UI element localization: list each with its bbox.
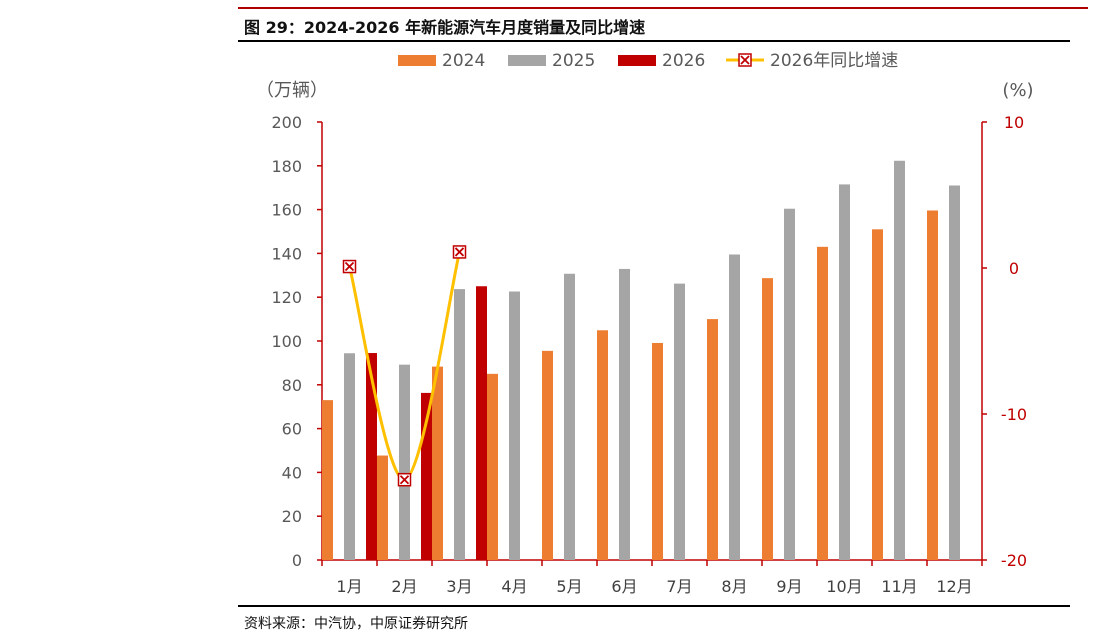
x-tick-label: 12月 bbox=[936, 577, 972, 596]
x-tick-label: 10月 bbox=[826, 577, 862, 596]
growth-line bbox=[342, 245, 467, 487]
x-tick-label: 2月 bbox=[391, 577, 417, 596]
x-tick-label: 1月 bbox=[336, 577, 362, 596]
y-right-tick-label: 10 bbox=[1004, 113, 1024, 132]
legend-marker-cross bbox=[740, 55, 750, 65]
legend-swatch bbox=[618, 55, 656, 66]
source-note: 资料来源：中汽协，中原证券研究所 bbox=[244, 616, 468, 632]
bar-2025 bbox=[564, 273, 575, 560]
bar-2025 bbox=[839, 184, 850, 561]
bar-2024 bbox=[432, 366, 443, 560]
y-left-tick-label: 80 bbox=[282, 376, 302, 395]
bar-2025 bbox=[344, 353, 355, 560]
legend-label: 2026年同比增速 bbox=[770, 51, 898, 71]
legend-item-2025: 2025 bbox=[508, 51, 595, 71]
bar-2025 bbox=[619, 268, 630, 560]
y-left-tick-label: 20 bbox=[282, 507, 302, 526]
y-left-axis: 0 20 40 60 80 100 120 140 160 180 200 bbox=[271, 113, 323, 570]
x-axis: 1月 2月 3月 4月 5月 6月 7月 8月 9月 10月 11月 12月 bbox=[321, 559, 983, 596]
bar-2024 bbox=[927, 210, 938, 560]
y-left-tick-label: 140 bbox=[271, 244, 302, 263]
x-tick-label: 5月 bbox=[556, 577, 582, 596]
legend-label: 2024 bbox=[442, 51, 485, 71]
bar-2026 bbox=[476, 286, 487, 560]
x-tick-label: 8月 bbox=[721, 577, 747, 596]
bar-2024 bbox=[652, 342, 663, 560]
y-right-tick-label: -10 bbox=[1001, 405, 1027, 424]
bar-2024 bbox=[377, 455, 388, 560]
title-rule bbox=[238, 40, 1070, 42]
y-left-tick-label: 160 bbox=[271, 201, 302, 220]
y-left-axis-label: （万辆） bbox=[256, 80, 328, 101]
bar-2024 bbox=[762, 278, 773, 560]
x-tick-label: 4月 bbox=[501, 577, 527, 596]
figure-title: 图 29：2024-2026 年新能源汽车月度销量及同比增速 bbox=[244, 18, 646, 37]
bar-2024 bbox=[542, 350, 553, 560]
growth-marker bbox=[342, 259, 357, 274]
x-tick-label: 9月 bbox=[776, 577, 802, 596]
growth-marker-cross bbox=[399, 475, 410, 485]
legend-swatch bbox=[398, 55, 436, 66]
y-right-tick-label: -20 bbox=[1001, 551, 1027, 570]
bar-2025 bbox=[674, 283, 685, 560]
growth-marker bbox=[397, 472, 412, 487]
x-tick-label: 6月 bbox=[611, 577, 637, 596]
y-left-tick-label: 60 bbox=[282, 420, 302, 439]
legend-label: 2026 bbox=[662, 51, 705, 71]
chart: 2024 2025 2026 2026年同比增速 （万辆） (%) 0 20 40 60 80… bbox=[256, 51, 1034, 596]
growth-marker bbox=[452, 245, 467, 259]
bar-2025 bbox=[894, 160, 905, 560]
x-tick-label: 3月 bbox=[446, 577, 472, 596]
y-right-axis: -20 -10 0 10 bbox=[981, 113, 1027, 570]
legend-item-2026: 2026 bbox=[618, 51, 705, 71]
growth-marker-cross bbox=[454, 247, 465, 257]
y-left-tick-label: 180 bbox=[271, 157, 302, 176]
legend-label: 2025 bbox=[552, 51, 595, 71]
bar-2024 bbox=[597, 330, 608, 560]
bottom-rule bbox=[238, 605, 1070, 607]
legend: 2024 2025 2026 2026年同比增速 bbox=[398, 51, 898, 71]
bar-2025 bbox=[729, 254, 740, 560]
bars bbox=[322, 160, 960, 561]
bar-2026 bbox=[421, 392, 432, 560]
bar-2024 bbox=[872, 229, 883, 560]
y-left-tick-label: 40 bbox=[282, 463, 302, 482]
x-tick-label: 7月 bbox=[666, 577, 692, 596]
bar-2025 bbox=[784, 208, 795, 560]
bar-2024 bbox=[487, 373, 498, 560]
y-right-tick-label: 0 bbox=[1009, 259, 1019, 278]
bar-2025 bbox=[454, 289, 465, 560]
bar-2024 bbox=[707, 319, 718, 560]
x-tick-label: 11月 bbox=[881, 577, 917, 596]
bar-2025 bbox=[399, 364, 410, 560]
y-left-tick-label: 100 bbox=[271, 332, 302, 351]
bar-2025 bbox=[509, 291, 520, 560]
y-left-tick-label: 0 bbox=[292, 551, 302, 570]
legend-item-2024: 2024 bbox=[398, 51, 485, 71]
y-right-axis-label: (%) bbox=[1002, 80, 1033, 101]
bar-2024 bbox=[322, 400, 333, 560]
top-rule bbox=[238, 7, 1088, 9]
bar-2025 bbox=[949, 185, 960, 560]
legend-swatch bbox=[508, 55, 546, 66]
y-left-tick-label: 200 bbox=[271, 113, 302, 132]
bar-2026 bbox=[366, 353, 377, 560]
legend-item-2026年同比增速: 2026年同比增速 bbox=[726, 51, 898, 71]
growth-marker-cross bbox=[344, 261, 355, 272]
y-left-tick-label: 120 bbox=[271, 288, 302, 307]
bar-2024 bbox=[817, 246, 828, 560]
